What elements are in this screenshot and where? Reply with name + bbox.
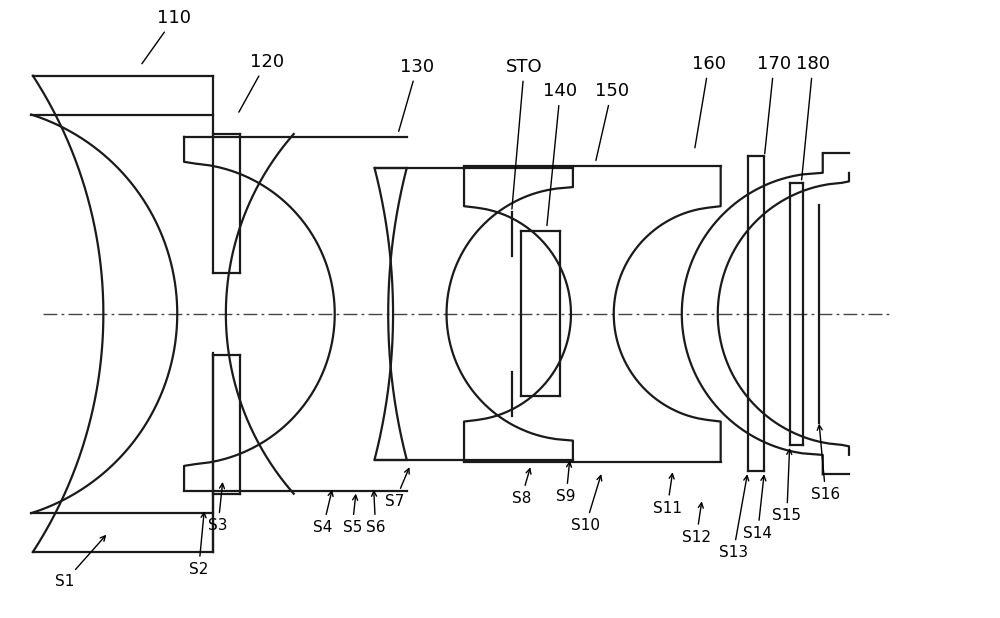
Text: S7: S7 bbox=[385, 468, 409, 509]
Text: S12: S12 bbox=[682, 503, 711, 544]
Text: 160: 160 bbox=[692, 55, 726, 148]
Text: 150: 150 bbox=[595, 82, 629, 161]
Text: S3: S3 bbox=[208, 483, 228, 533]
Text: S13: S13 bbox=[719, 476, 749, 561]
Text: 130: 130 bbox=[399, 57, 434, 132]
Text: S8: S8 bbox=[512, 468, 531, 506]
Text: S4: S4 bbox=[313, 491, 333, 535]
Text: S9: S9 bbox=[556, 462, 576, 504]
Text: S2: S2 bbox=[189, 512, 208, 577]
Text: S16: S16 bbox=[811, 425, 840, 502]
Text: 110: 110 bbox=[142, 9, 191, 64]
Text: S14: S14 bbox=[743, 476, 772, 541]
Text: 120: 120 bbox=[239, 53, 284, 112]
Text: S11: S11 bbox=[653, 473, 682, 515]
Text: 180: 180 bbox=[796, 55, 830, 180]
Text: S10: S10 bbox=[571, 475, 602, 533]
Text: S15: S15 bbox=[772, 449, 801, 523]
Text: 170: 170 bbox=[757, 55, 791, 154]
Text: 140: 140 bbox=[543, 82, 577, 226]
Text: S6: S6 bbox=[366, 491, 385, 535]
Text: S1: S1 bbox=[55, 536, 105, 590]
Text: STO: STO bbox=[506, 57, 543, 209]
Text: S5: S5 bbox=[343, 495, 362, 535]
